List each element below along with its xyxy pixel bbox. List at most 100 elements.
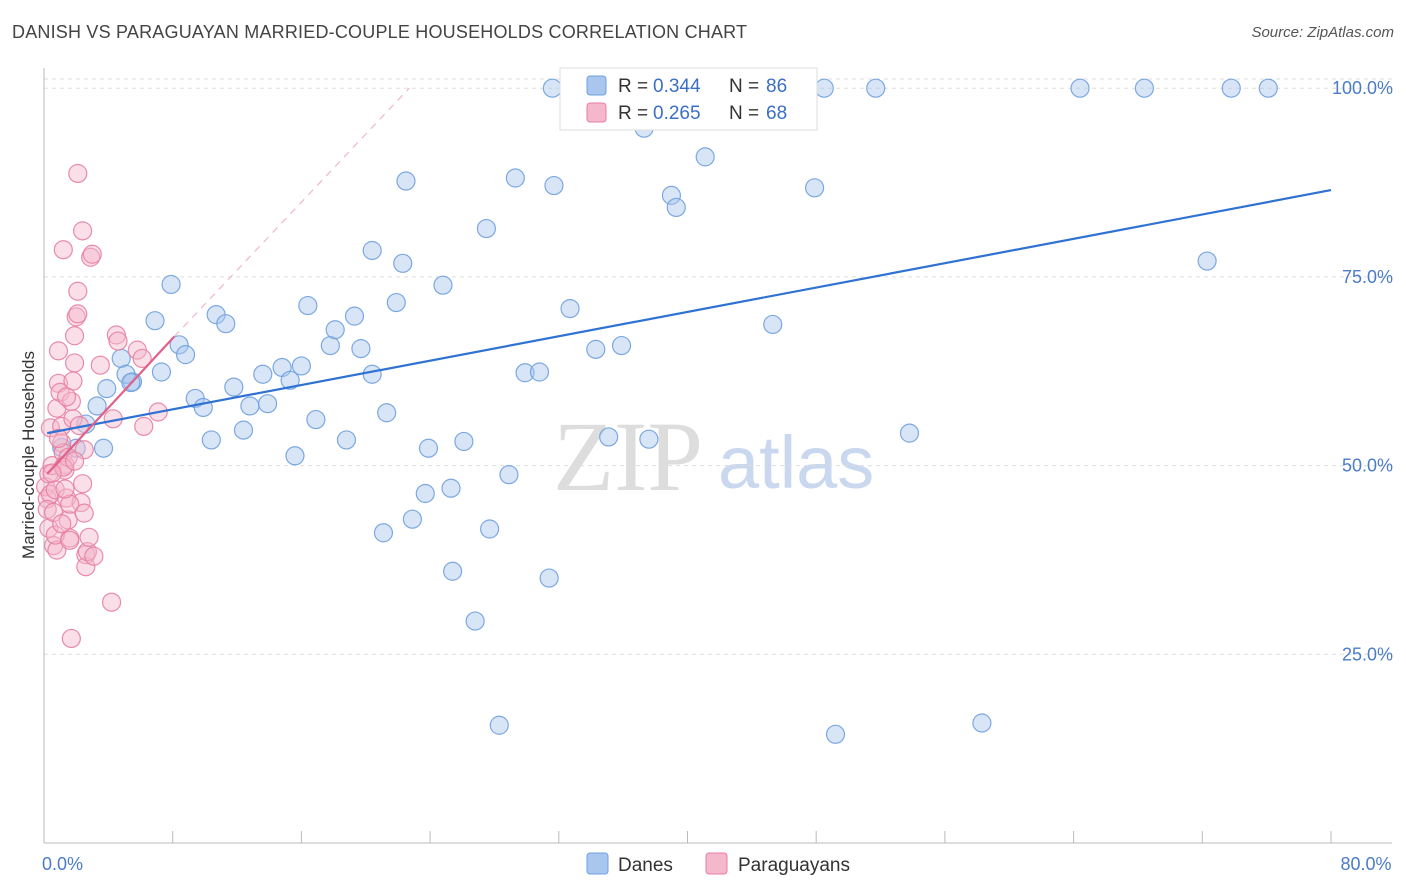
danes-point-83 xyxy=(1258,78,1278,98)
danes-point-11 xyxy=(145,311,165,331)
danes-point-26 xyxy=(280,370,300,390)
paraguayans-point-55 xyxy=(90,355,110,375)
danes-point-32 xyxy=(325,320,345,340)
danes-point-67 xyxy=(661,185,682,205)
danes-point-68 xyxy=(666,197,686,218)
paraguayans-point-59 xyxy=(101,592,122,612)
stats-n-label-paraguayans: N = xyxy=(729,103,759,124)
paraguayans-point-61 xyxy=(132,348,152,369)
danes-point-35 xyxy=(351,339,371,359)
danes-point-77 xyxy=(899,423,920,443)
danes-point-30 xyxy=(306,409,326,430)
danes-point-72 xyxy=(763,314,783,335)
danes-point-21 xyxy=(233,420,254,440)
y-tick-label-2: 75.0% xyxy=(1342,267,1393,287)
danes-point-76 xyxy=(866,78,886,98)
paraguayans-point-67 xyxy=(84,546,104,566)
paraguayans-point-13 xyxy=(48,341,69,361)
danes-point-42 xyxy=(402,509,423,529)
paraguayans-point-40 xyxy=(81,247,101,267)
y-axis-title: Married-couple Households xyxy=(19,351,38,559)
paraguayans-point-30 xyxy=(53,240,73,260)
watermark-atlas: atlas xyxy=(718,421,874,504)
paraguayans-point-43 xyxy=(45,525,65,545)
legend-label-danes: Danes xyxy=(618,855,673,876)
watermark-zip: ZIP xyxy=(553,401,703,512)
danes-point-45 xyxy=(418,438,439,458)
danes-point-63 xyxy=(611,335,632,356)
source-note: Source: ZipAtlas.com xyxy=(1251,24,1394,41)
paraguayans-point-53 xyxy=(60,530,80,550)
danes-point-62 xyxy=(599,427,619,447)
danes-point-47 xyxy=(441,478,461,498)
paraguayans-point-32 xyxy=(68,163,88,184)
danes-point-0 xyxy=(93,438,114,458)
danes-point-33 xyxy=(336,430,357,450)
danes-point-58 xyxy=(539,568,559,588)
danes-point-75 xyxy=(825,724,846,744)
danes-point-81 xyxy=(1197,251,1217,271)
danes-point-34 xyxy=(344,306,365,326)
danes-point-74 xyxy=(814,78,834,98)
paraguayans-point-65 xyxy=(64,451,85,471)
paraguayans-point-27 xyxy=(66,307,86,327)
danes-point-80 xyxy=(1134,78,1154,98)
y-tick-label-1: 50.0% xyxy=(1342,456,1393,476)
danes-point-59 xyxy=(544,175,564,196)
danes-point-14 xyxy=(175,345,196,365)
danes-point-52 xyxy=(480,519,500,539)
danes-point-13 xyxy=(169,335,189,355)
danes-point-49 xyxy=(454,431,474,452)
paraguayans-point-33 xyxy=(73,474,93,494)
paraguayans-point-49 xyxy=(56,387,77,407)
paraguayans-point-62 xyxy=(134,416,154,436)
paraguayans-point-29 xyxy=(68,304,88,324)
danes-point-61 xyxy=(586,339,606,359)
danes-point-22 xyxy=(240,396,260,416)
danes-point-48 xyxy=(443,561,463,581)
stats-n-value-paraguayans: 68 xyxy=(766,103,787,124)
danes-point-39 xyxy=(386,292,406,313)
grid-lines xyxy=(44,78,1392,655)
danes-point-50 xyxy=(465,611,485,631)
legend: Danes Paraguayans xyxy=(586,852,850,876)
danes-point-27 xyxy=(291,356,311,376)
paraguayans-point-28 xyxy=(68,281,88,301)
legend-swatch-danes xyxy=(586,852,609,875)
paraguayans-point-66 xyxy=(42,463,62,483)
danes-point-82 xyxy=(1221,78,1241,98)
paraguayans-point-26 xyxy=(64,326,85,346)
stats-n-label-danes: N = xyxy=(729,76,759,97)
trend-lines xyxy=(173,87,410,337)
paraguayans-point-46 xyxy=(60,494,80,514)
stats-swatch-danes xyxy=(586,75,607,96)
stats-swatch-paraguayans xyxy=(586,102,607,123)
danes-point-51 xyxy=(476,218,497,239)
paraguayans-point-41 xyxy=(82,244,102,264)
danes-point-53 xyxy=(489,715,509,735)
stats-r-value-paraguayans: 0.265 xyxy=(653,103,701,124)
paraguayans-point-25 xyxy=(64,353,85,373)
paraguayans-point-54 xyxy=(61,628,81,649)
danes-point-19 xyxy=(216,314,236,334)
danes-point-85 xyxy=(542,78,562,98)
x-tick-label-1: 80.0% xyxy=(1340,854,1391,874)
danes-point-17 xyxy=(201,430,221,450)
danes-point-73 xyxy=(804,178,825,198)
danes-point-40 xyxy=(393,253,413,273)
legend-label-paraguayans: Paraguayans xyxy=(738,855,850,876)
danes-point-43 xyxy=(373,523,394,543)
paraguayans-point-42 xyxy=(47,540,67,560)
danes-point-54 xyxy=(499,465,519,485)
stats-r-label-danes: R = xyxy=(618,76,648,97)
danes-point-55 xyxy=(505,168,525,188)
danes-point-28 xyxy=(285,446,305,466)
danes-point-12 xyxy=(161,274,181,295)
danes-point-60 xyxy=(560,298,580,319)
danes-point-57 xyxy=(529,362,550,382)
danes-trend-line xyxy=(47,189,1332,435)
danes-point-69 xyxy=(695,147,715,167)
danes-point-36 xyxy=(362,364,382,384)
danes-point-24 xyxy=(258,394,278,414)
